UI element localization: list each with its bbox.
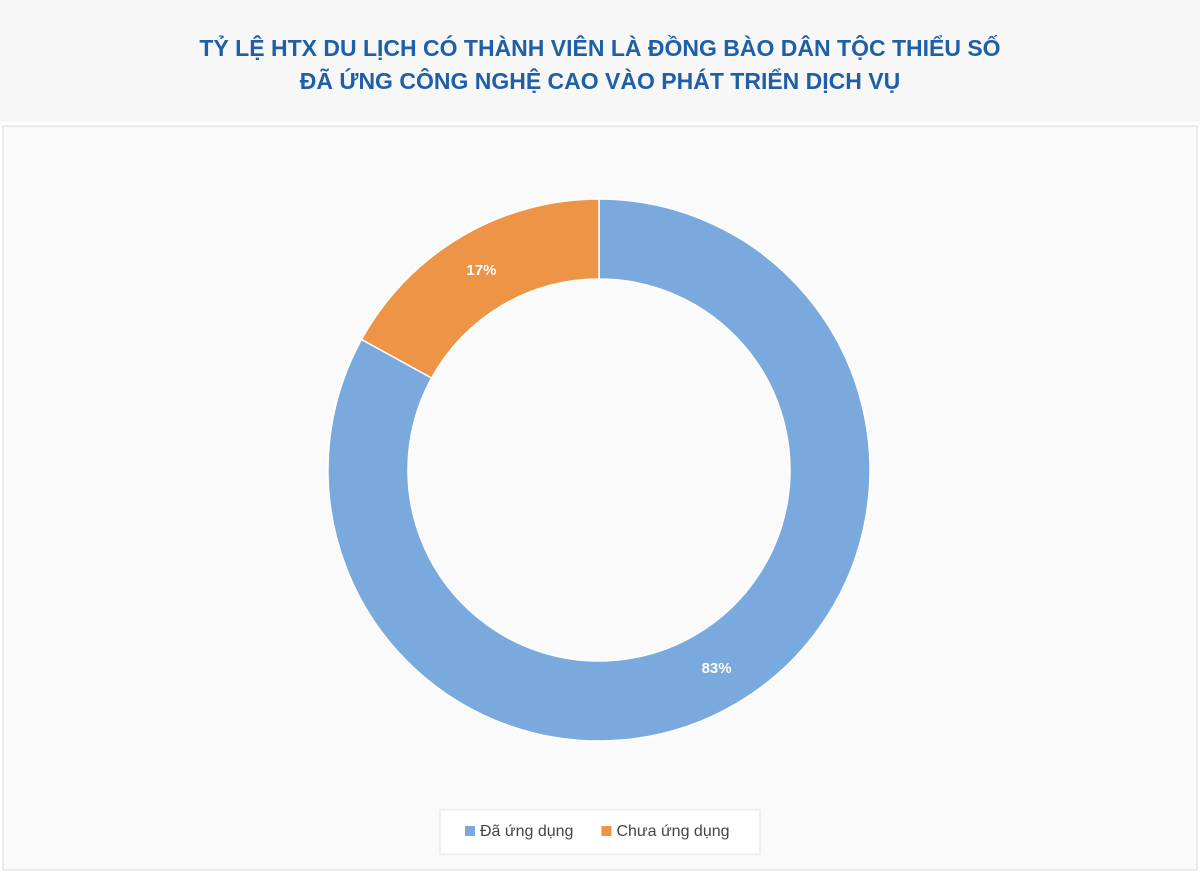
legend-label: Đã ứng dụng [480,823,573,840]
legend [439,809,761,855]
chart-title: ĐÃ ỨNG CÔNG NGHỆ CAO VÀO PHÁT TRIỂN DỊCH… [300,67,901,94]
legend-swatch [601,826,612,836]
donut-slice [360,198,600,380]
legend-label: Chưa ứng dụng [616,823,729,840]
chart-title: TỶ LỆ HTX DU LỊCH CÓ THÀNH VIÊN LÀ ĐỒNG … [199,33,1000,61]
header-band [0,0,1200,122]
donut-slice [327,198,871,742]
data-label: 17% [466,262,496,279]
legend-swatch [465,826,475,836]
data-label: 83% [702,660,732,677]
